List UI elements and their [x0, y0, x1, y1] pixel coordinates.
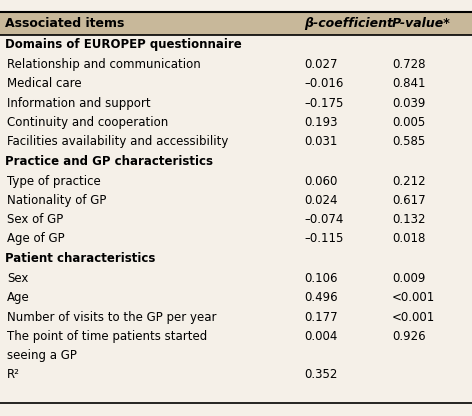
- Text: –0.175: –0.175: [304, 97, 344, 109]
- Text: β-coefficient: β-coefficient: [304, 17, 394, 30]
- Text: 0.193: 0.193: [304, 116, 338, 129]
- Text: <0.001: <0.001: [392, 311, 435, 324]
- Text: Age of GP: Age of GP: [7, 233, 65, 245]
- Text: Continuity and cooperation: Continuity and cooperation: [7, 116, 169, 129]
- Text: Nationality of GP: Nationality of GP: [7, 194, 107, 207]
- Text: Sex of GP: Sex of GP: [7, 213, 63, 226]
- Text: The point of time patients started: The point of time patients started: [7, 330, 207, 343]
- Text: seeing a GP: seeing a GP: [7, 349, 77, 362]
- Text: Patient characteristics: Patient characteristics: [5, 252, 155, 265]
- Text: R²: R²: [7, 369, 20, 381]
- Text: –0.016: –0.016: [304, 77, 344, 90]
- Text: 0.060: 0.060: [304, 175, 338, 188]
- Text: 0.132: 0.132: [392, 213, 425, 226]
- Text: 0.027: 0.027: [304, 58, 338, 71]
- Text: Information and support: Information and support: [7, 97, 151, 109]
- Text: Age: Age: [7, 291, 30, 304]
- Text: 0.352: 0.352: [304, 369, 338, 381]
- Text: Domains of EUROPEP questionnaire: Domains of EUROPEP questionnaire: [5, 38, 242, 51]
- Text: 0.212: 0.212: [392, 175, 425, 188]
- Text: Sex: Sex: [7, 272, 28, 285]
- FancyBboxPatch shape: [0, 12, 472, 35]
- Text: 0.585: 0.585: [392, 135, 425, 148]
- Text: Medical care: Medical care: [7, 77, 82, 90]
- Text: P-value*: P-value*: [392, 17, 450, 30]
- Text: 0.005: 0.005: [392, 116, 425, 129]
- Text: 0.617: 0.617: [392, 194, 425, 207]
- Text: 0.177: 0.177: [304, 311, 338, 324]
- Text: 0.841: 0.841: [392, 77, 425, 90]
- Text: 0.728: 0.728: [392, 58, 425, 71]
- Text: 0.496: 0.496: [304, 291, 338, 304]
- Text: –0.115: –0.115: [304, 233, 344, 245]
- Text: 0.106: 0.106: [304, 272, 338, 285]
- Text: Practice and GP characteristics: Practice and GP characteristics: [5, 155, 213, 168]
- Text: Associated items: Associated items: [5, 17, 124, 30]
- Text: 0.004: 0.004: [304, 330, 338, 343]
- Text: Facilities availability and accessibility: Facilities availability and accessibilit…: [7, 135, 228, 148]
- Text: 0.926: 0.926: [392, 330, 425, 343]
- Text: 0.018: 0.018: [392, 233, 425, 245]
- Text: –0.074: –0.074: [304, 213, 344, 226]
- Text: Relationship and communication: Relationship and communication: [7, 58, 201, 71]
- Text: 0.031: 0.031: [304, 135, 338, 148]
- Text: Type of practice: Type of practice: [7, 175, 101, 188]
- Text: Number of visits to the GP per year: Number of visits to the GP per year: [7, 311, 217, 324]
- Text: 0.039: 0.039: [392, 97, 425, 109]
- Text: <0.001: <0.001: [392, 291, 435, 304]
- Text: 0.024: 0.024: [304, 194, 338, 207]
- Text: 0.009: 0.009: [392, 272, 425, 285]
